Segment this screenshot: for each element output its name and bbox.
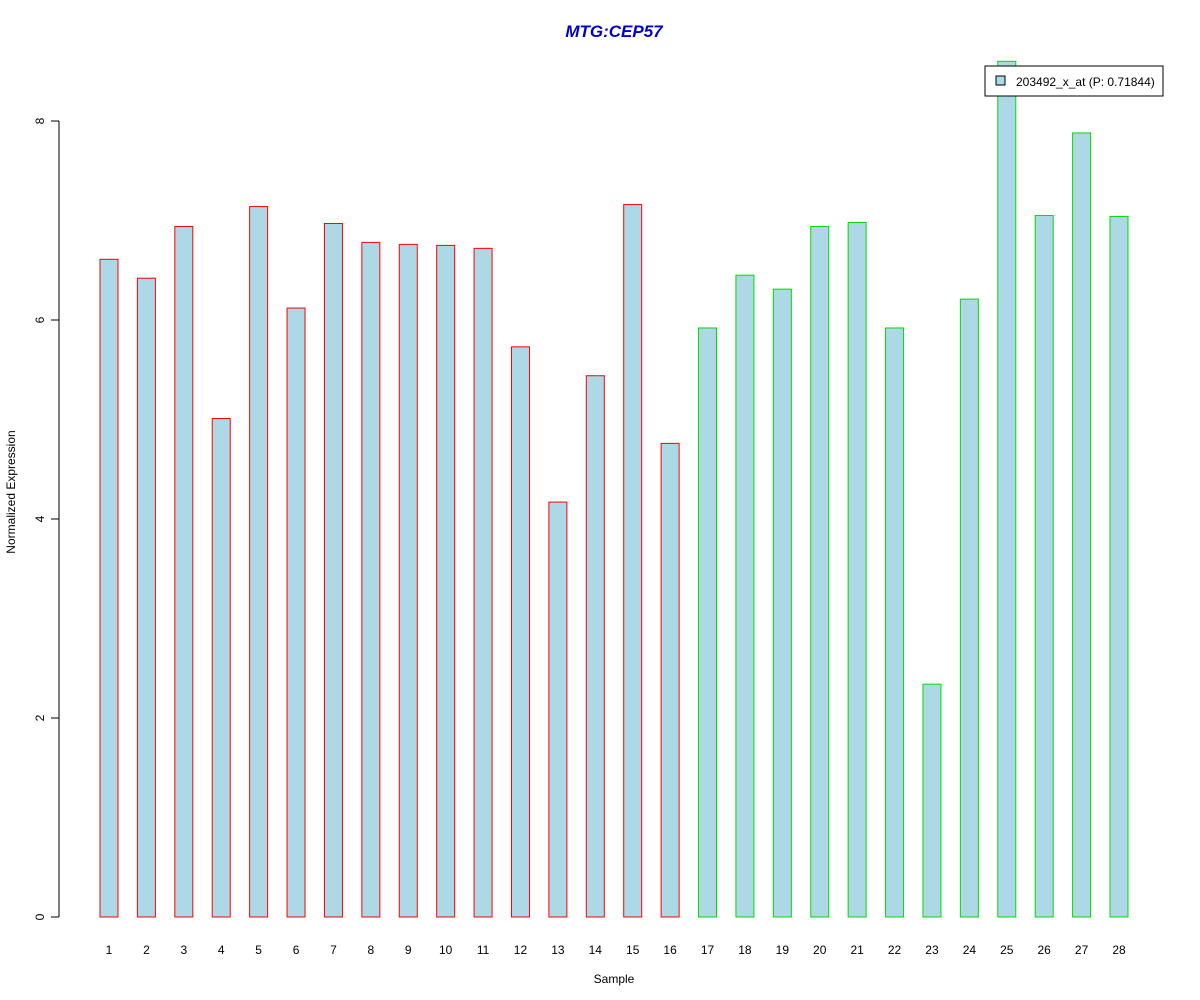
bar [286,307,306,918]
x-tick-label: 6 [293,943,300,957]
x-tick-label: 17 [701,943,715,957]
x-tick-label: 24 [963,943,977,957]
legend: 203492_x_at (P: 0.71844) [984,65,1164,97]
bar [548,501,568,918]
legend-swatch [995,75,1006,86]
chart-title: MTG:CEP57 [565,22,664,41]
y-tick-label: 0 [33,913,47,920]
legend-box [984,65,1164,97]
x-tick-label: 22 [888,943,902,957]
bar [959,298,979,918]
x-tick-label: 21 [850,943,864,957]
bar [1034,215,1054,918]
bar [885,327,905,918]
x-tick-label: 11 [477,943,490,957]
x-tick-label: 16 [663,943,677,957]
x-tick-label: 9 [405,943,412,957]
y-tick-label: 8 [33,117,47,124]
bar [136,277,156,918]
bar [698,327,718,918]
bar [810,225,830,918]
x-tick-label: 25 [1000,943,1014,957]
bar [99,258,119,918]
legend-label: 203492_x_at (P: 0.71844) [1016,75,1155,89]
x-tick-label: 1 [106,943,113,957]
bar-series [99,60,1129,918]
bar [772,288,792,918]
bar [660,442,680,918]
x-tick-label: 2 [143,943,150,957]
bar [585,375,605,918]
bar [436,244,456,918]
x-axis-tick-labels: 1 2 3 4 5 6 7 8 9 10 11 12 13 14 15 16 17 18 19 20 21 22 23 24 2… [106,943,1126,957]
bar [1109,216,1129,918]
x-axis-label: Sample [594,972,635,986]
x-tick-label: 26 [1038,943,1052,957]
x-tick-label: 8 [368,943,375,957]
bar [361,241,381,918]
bar [922,683,942,918]
x-tick-label: 12 [514,943,528,957]
y-axis-ticks: 0 2 4 6 8 [33,117,59,920]
x-tick-label: 14 [589,943,603,957]
bar [510,346,530,918]
bar [997,60,1017,918]
y-tick-label: 2 [33,714,47,721]
x-tick-label: 5 [255,943,262,957]
x-tick-label: 27 [1075,943,1089,957]
bar [174,225,194,918]
bar [398,243,418,918]
bar [1072,132,1092,918]
bar [323,222,343,918]
bar [211,418,231,918]
x-tick-label: 23 [925,943,939,957]
bar [249,206,269,918]
x-tick-label: 13 [551,943,565,957]
x-tick-label: 18 [738,943,752,957]
bar [623,204,643,918]
x-tick-label: 10 [439,943,453,957]
x-tick-label: 19 [776,943,790,957]
x-tick-label: 7 [330,943,337,957]
y-tick-label: 6 [33,316,47,323]
x-tick-label: 28 [1112,943,1126,957]
y-axis-label: Normalized Expression [4,430,18,553]
x-tick-label: 4 [218,943,225,957]
bar [473,247,493,918]
x-tick-label: 15 [626,943,640,957]
y-tick-label: 4 [33,515,47,522]
bar [847,221,867,918]
x-tick-label: 20 [813,943,827,957]
x-tick-label: 3 [180,943,187,957]
bar [735,274,755,918]
